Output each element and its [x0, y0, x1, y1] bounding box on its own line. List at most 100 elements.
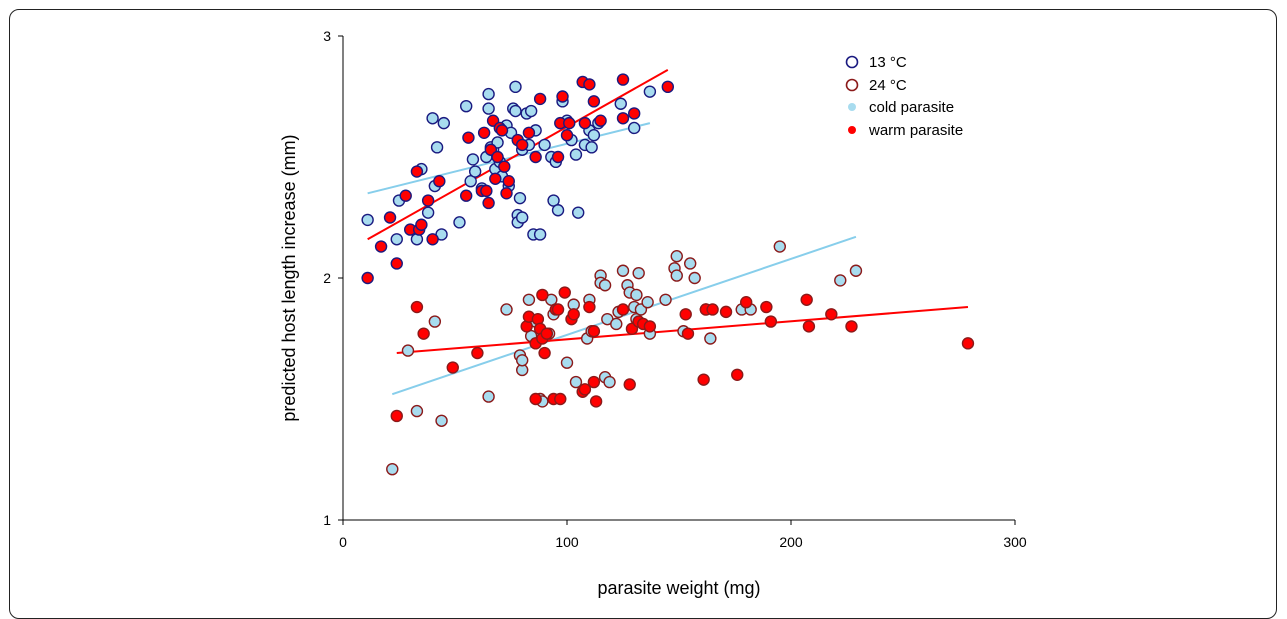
data-point-24c-warm: [410, 300, 424, 314]
data-point-13c-warm: [628, 107, 641, 120]
data-point-24c-cold: [386, 462, 399, 476]
ticks: 0 100 200 300 1 2 3: [323, 28, 1027, 550]
x-tick-label: 200: [779, 534, 803, 550]
data-point-13c-warm: [502, 174, 515, 188]
data-point-13c-warm: [533, 92, 547, 106]
data-point-24c-warm: [587, 375, 601, 389]
data-point-13c-cold: [587, 129, 601, 142]
data-point-24c-warm: [679, 308, 692, 321]
y-tick-label: 3: [323, 28, 331, 44]
data-point-24c-warm: [446, 361, 459, 374]
scatter-chart: 0 100 200 300 1 2 3 parasite weight (mg) predi…: [279, 28, 1027, 598]
data-point-13c-warm: [390, 257, 403, 270]
data-point-13c-warm: [563, 116, 576, 130]
trend-line-13c-cold: [367, 122, 651, 195]
data-point-13c-cold: [466, 153, 480, 166]
data-point-24c-cold: [435, 414, 448, 427]
data-point-24c-warm: [554, 392, 567, 406]
x-axis-title: parasite weight (mg): [597, 578, 760, 598]
data-point-24c-cold: [670, 250, 683, 263]
data-point-13c-warm: [480, 184, 493, 198]
data-point-13c-cold: [390, 233, 403, 246]
data-point-24c-warm: [529, 392, 542, 406]
legend-label-24c: 24 °C: [869, 77, 907, 94]
data-point-13c-cold: [643, 85, 657, 98]
data-point-13c-cold: [513, 191, 527, 205]
data-point-13c-cold: [421, 206, 435, 219]
data-point-24c-warm: [764, 315, 778, 328]
data-point-24c-warm: [390, 409, 403, 423]
data-point-24c-cold: [630, 288, 643, 302]
data-point-24c-cold: [516, 354, 529, 367]
trend-lines: [367, 69, 969, 396]
x-tick-label: 0: [339, 534, 347, 550]
data-point-13c-warm: [482, 196, 495, 210]
data-point-24c-cold: [641, 296, 654, 309]
data-point-24c-warm: [417, 327, 430, 340]
data-point-24c-warm: [623, 378, 636, 391]
data-point-24c-warm: [845, 320, 858, 333]
legend-label-cold-parasite: cold parasite: [869, 99, 954, 116]
y-tick-label: 1: [323, 512, 331, 528]
data-point-13c-warm: [399, 189, 412, 202]
data-point-13c-warm: [556, 90, 569, 103]
data-point-13c-warm: [587, 95, 601, 108]
data-point-24c-cold: [522, 293, 536, 306]
data-point-13c-warm: [415, 218, 428, 231]
data-point-24c-cold: [704, 332, 717, 345]
y-tick-label: 2: [323, 270, 331, 286]
data-point-13c-cold: [437, 116, 450, 130]
data-point-24c-cold: [610, 317, 623, 331]
data-point-13c-cold: [482, 102, 495, 115]
data-point-24c-warm: [719, 305, 733, 319]
data-point-13c-warm: [551, 150, 565, 164]
data-point-13c-cold: [430, 141, 444, 154]
data-point-24c-warm: [760, 300, 773, 314]
data-point-13c-warm: [661, 80, 674, 94]
y-axis-title: predicted host length increase (mm): [279, 134, 299, 421]
data-point-24c-cold: [688, 271, 701, 285]
data-points: [361, 73, 975, 476]
data-point-24c-warm: [643, 320, 657, 333]
data-point-24c-cold: [401, 344, 415, 357]
data-point-24c-cold: [616, 264, 630, 277]
data-point-24c-warm: [961, 337, 975, 350]
data-point-13c-warm: [560, 129, 574, 142]
data-point-13c-warm: [516, 138, 529, 152]
data-point-13c-warm: [491, 150, 504, 164]
data-point-24c-warm: [578, 383, 592, 396]
data-point-13c-warm: [616, 73, 630, 86]
data-point-13c-cold: [533, 228, 547, 241]
data-point-24c-warm: [567, 308, 580, 321]
data-point-24c-warm: [589, 395, 603, 408]
data-point-13c-cold: [482, 87, 495, 101]
x-tick-label: 300: [1003, 534, 1027, 550]
data-point-24c-cold: [598, 279, 612, 292]
data-point-24c-cold: [482, 390, 495, 403]
data-point-13c-warm: [374, 240, 388, 253]
data-point-13c-cold: [569, 148, 583, 161]
data-point-24c-cold: [849, 264, 863, 277]
data-point-13c-warm: [583, 78, 596, 91]
data-point-24c-cold: [569, 375, 583, 389]
data-point-24c-warm: [558, 286, 571, 299]
data-point-13c-warm: [462, 131, 475, 144]
data-point-24c-warm: [587, 325, 601, 338]
data-point-24c-cold: [500, 303, 513, 316]
data-point-24c-cold: [684, 257, 697, 270]
legend: 13 °C 24 °C cold parasite warm parasite: [845, 54, 963, 139]
data-point-13c-warm: [421, 194, 435, 207]
data-point-24c-cold: [834, 274, 847, 287]
data-point-13c-warm: [500, 187, 513, 200]
data-point-24c-warm: [551, 303, 565, 316]
data-point-24c-warm: [740, 296, 753, 309]
data-point-13c-warm: [495, 124, 509, 137]
data-point-13c-cold: [538, 138, 551, 152]
data-point-13c-warm: [433, 174, 446, 188]
data-point-24c-cold: [773, 240, 786, 253]
data-point-13c-warm: [616, 112, 630, 125]
data-point-24c-warm: [706, 303, 719, 316]
data-point-24c-cold: [560, 356, 574, 369]
legend-marker-24c: [845, 78, 859, 92]
legend-label-warm-parasite: warm parasite: [868, 122, 963, 139]
